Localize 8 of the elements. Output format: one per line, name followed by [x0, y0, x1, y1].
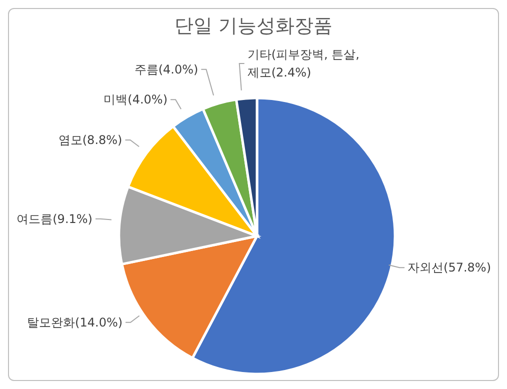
slice-label: 탈모완화(14.0%)	[27, 315, 123, 330]
slice-label: 기타(피부장벽, 튼살, 제모(2.4%)	[247, 47, 360, 80]
slice-label: 주름(4.0%)	[134, 62, 198, 76]
slice-label: 염모(8.8%)	[58, 133, 122, 148]
slice-label: 여드름(9.1%)	[16, 212, 92, 226]
chart-title: 단일 기능성화장품	[173, 14, 334, 39]
slice-label: 미백(4.0%)	[104, 92, 168, 107]
slice-label: 자외선(57.8%)	[408, 260, 492, 275]
